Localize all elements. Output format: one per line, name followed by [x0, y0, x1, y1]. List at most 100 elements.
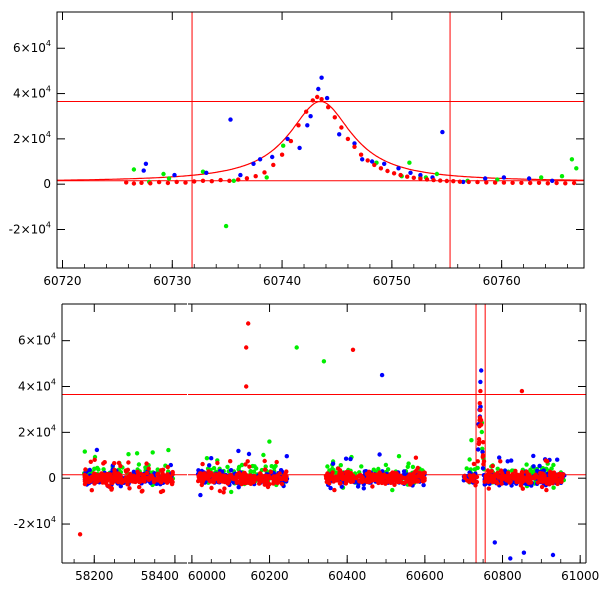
top-point-red — [165, 180, 171, 186]
bottom-point-green — [150, 450, 155, 455]
bottom-outlier-point — [244, 345, 249, 350]
bottom-point-red — [505, 470, 511, 475]
bottom-point-red — [411, 471, 416, 476]
top-x-tick-label: 60720 — [43, 274, 81, 288]
bottom-point-red — [262, 458, 267, 464]
bottom-point-red — [85, 479, 91, 484]
bottom-point-red — [92, 457, 97, 462]
top-point-red — [492, 180, 498, 185]
bottom-point-green — [248, 469, 253, 474]
bottom-y-tick-label: 4×104 — [18, 378, 56, 394]
top-point-blue — [501, 175, 507, 180]
bottom-point-red — [265, 484, 271, 490]
top-point-blue — [382, 161, 387, 166]
bottom-point-red — [413, 455, 419, 460]
bottom-point-red — [474, 479, 480, 485]
top-point-red — [253, 174, 258, 179]
top-point-blue — [324, 95, 330, 101]
bottom-point-green — [524, 462, 529, 467]
bottom-point-green — [251, 469, 257, 474]
bottom-point-red — [240, 473, 245, 478]
bottom-point-red — [243, 462, 248, 467]
bottom-point-red — [225, 479, 230, 484]
bottom-point-red — [378, 474, 383, 479]
bottom-point-red — [467, 473, 472, 478]
top-point-red — [304, 109, 309, 114]
bottom-point-red — [480, 453, 486, 458]
bottom-point-red — [133, 479, 138, 485]
top-point-red — [411, 175, 416, 180]
bottom-point-red — [344, 479, 349, 484]
bottom-outlier-point — [478, 388, 483, 394]
bottom-point-red — [520, 486, 525, 491]
top-y-tick-label: 4×104 — [13, 85, 51, 101]
bottom-point-red — [478, 418, 484, 423]
top-x-tick-label: 60750 — [373, 274, 411, 288]
bottom-point-red — [247, 464, 252, 469]
bottom-point-green — [143, 465, 148, 470]
top-point-red — [501, 180, 507, 185]
bottom-point-green — [464, 466, 469, 471]
bottom-point-red — [207, 471, 212, 476]
bottom-point-red — [414, 474, 419, 479]
top-point-red — [405, 174, 410, 179]
top-point-red — [156, 179, 162, 185]
bottom-point-red — [521, 476, 526, 481]
bottom-point-green — [475, 465, 480, 471]
bottom-point-red — [148, 473, 153, 479]
bottom-outlier-point — [508, 556, 513, 561]
bottom-point-red — [385, 477, 391, 482]
bottom-point-green — [134, 451, 140, 456]
bottom-point-red — [165, 478, 171, 483]
bottom-point-red — [260, 474, 265, 479]
bottom-y-tick-label: 6×104 — [18, 332, 56, 348]
bottom-point-green — [396, 454, 402, 459]
bottom-point-red — [115, 473, 120, 478]
bottom-point-red — [146, 466, 151, 471]
bottom-point-red — [197, 477, 202, 482]
bottom-point-red — [267, 475, 272, 480]
bottom-point-blue — [228, 468, 234, 473]
top-x-tick-label: 60760 — [483, 274, 521, 288]
bottom-point-red — [200, 480, 205, 485]
bottom-point-red — [489, 473, 494, 478]
bottom-point-red — [89, 488, 95, 493]
bottom-point-red — [529, 475, 534, 480]
top-point-green — [569, 157, 575, 162]
bottom-point-red — [402, 480, 407, 486]
bottom-point-red — [141, 477, 146, 483]
top-point-green — [407, 160, 412, 165]
bottom-point-green — [385, 467, 391, 472]
bottom-point-blue — [209, 456, 214, 461]
bottom-point-red — [339, 471, 345, 476]
top-point-blue — [270, 154, 275, 160]
top-point-blue — [297, 145, 302, 151]
bottom-point-red — [125, 482, 130, 487]
bottom-point-red — [109, 480, 114, 485]
bottom-point-red — [158, 475, 163, 480]
bottom-point-red — [538, 479, 544, 484]
top-point-blue — [483, 176, 488, 181]
bottom-point-green — [204, 456, 210, 461]
top-point-blue — [308, 114, 313, 119]
top-point-red — [510, 180, 515, 185]
bottom-point-blue — [480, 449, 485, 455]
bottom-point-green — [405, 464, 410, 469]
bottom-point-red — [559, 475, 564, 480]
top-point-red — [236, 177, 241, 182]
bottom-point-green — [126, 452, 131, 457]
top-point-red — [372, 162, 377, 168]
bottom-point-red — [518, 472, 524, 477]
top-point-red — [391, 171, 397, 176]
bottom-point-red — [398, 479, 403, 484]
top-point-green — [161, 171, 166, 177]
top-point-green — [281, 143, 286, 148]
top-point-red — [385, 168, 390, 174]
bottom-point-green — [529, 469, 535, 475]
bottom-point-green — [479, 429, 484, 435]
bottom-point-red — [91, 471, 97, 477]
top-point-blue — [369, 159, 375, 164]
top-point-red — [352, 144, 357, 149]
bottom-point-blue — [377, 452, 382, 457]
bottom-point-red — [136, 473, 141, 478]
